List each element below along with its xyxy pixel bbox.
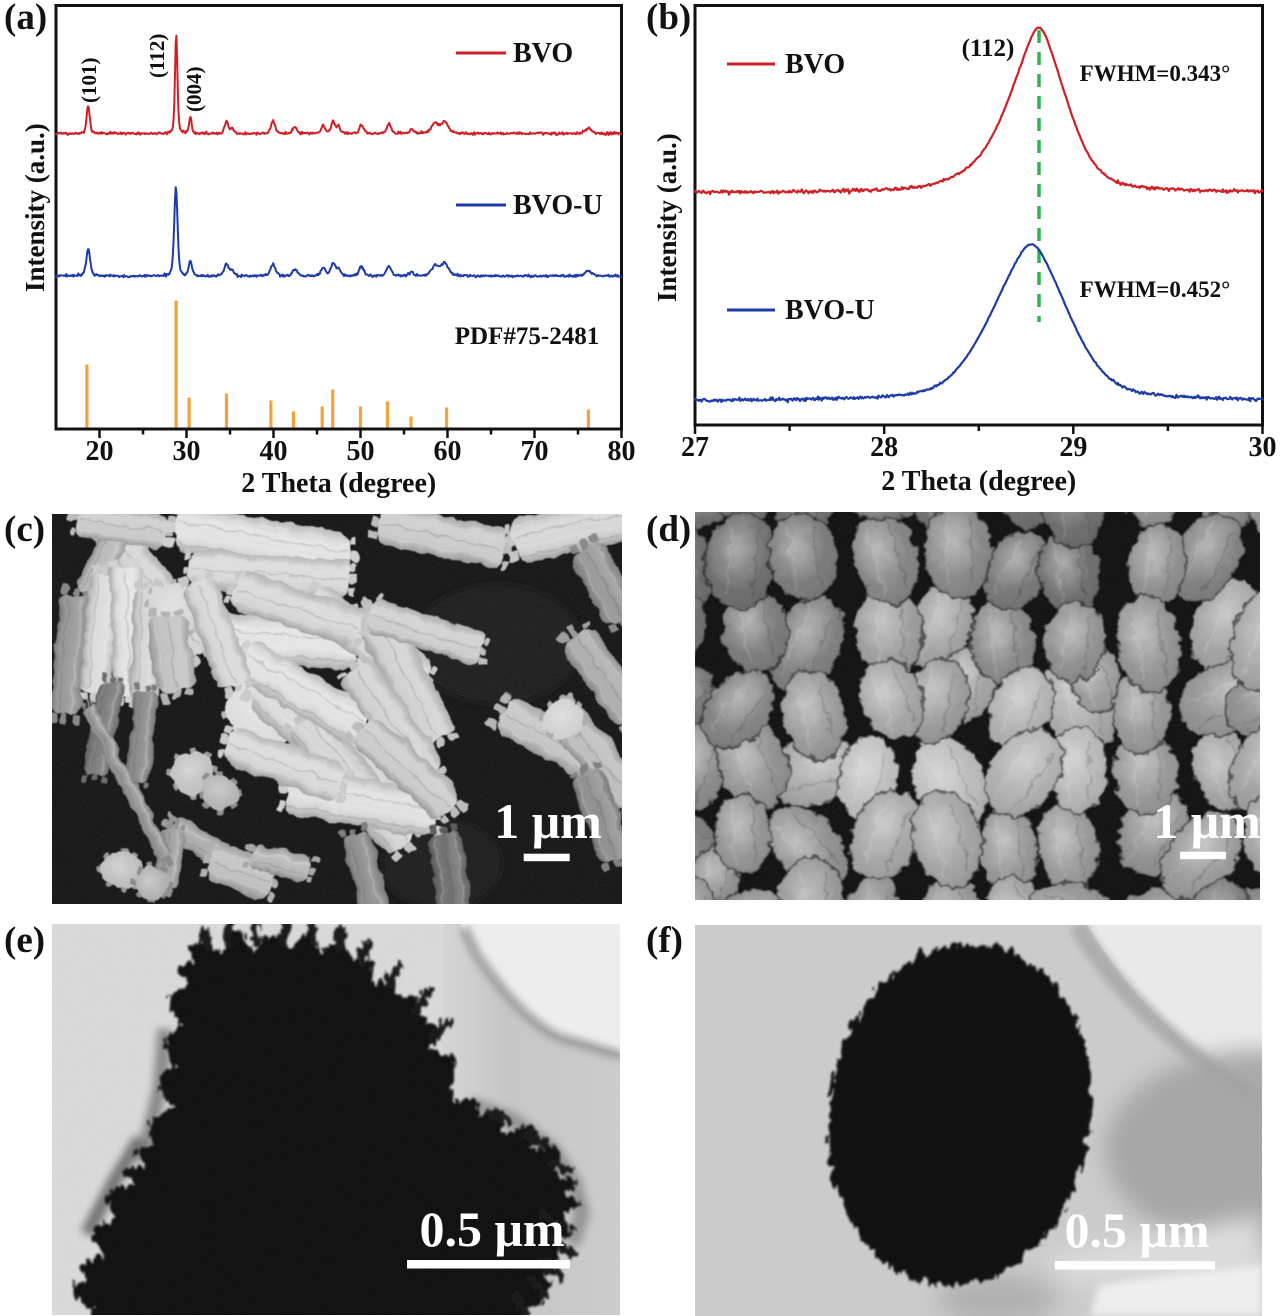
svg-text:70: 70 <box>521 436 549 467</box>
svg-text:BVO-U: BVO-U <box>513 190 603 221</box>
svg-text:(a): (a) <box>4 0 47 38</box>
svg-text:BVO-U: BVO-U <box>785 295 875 326</box>
svg-text:(112): (112) <box>962 35 1015 62</box>
svg-text:20: 20 <box>86 436 114 467</box>
svg-text:BVO: BVO <box>785 49 845 80</box>
svg-text:2 Theta (degree): 2 Theta (degree) <box>881 466 1076 497</box>
svg-text:40: 40 <box>260 436 288 467</box>
svg-text:(e): (e) <box>4 920 45 961</box>
svg-text:0.5 μm: 0.5 μm <box>420 1201 565 1257</box>
svg-text:PDF#75-2481: PDF#75-2481 <box>455 323 599 350</box>
svg-text:50: 50 <box>347 436 375 467</box>
svg-text:(004): (004) <box>182 67 206 113</box>
svg-text:(d): (d) <box>646 509 691 550</box>
svg-text:FWHM=0.343°: FWHM=0.343° <box>1080 61 1231 86</box>
svg-text:1 μm: 1 μm <box>1153 793 1261 849</box>
svg-text:Intensity (a.u.): Intensity (a.u.) <box>20 123 50 292</box>
svg-text:30: 30 <box>1249 432 1277 463</box>
svg-text:FWHM=0.452°: FWHM=0.452° <box>1080 277 1231 302</box>
svg-text:(112): (112) <box>145 34 169 78</box>
svg-text:30: 30 <box>173 436 201 467</box>
svg-text:(f): (f) <box>646 920 683 961</box>
svg-text:27: 27 <box>681 432 709 463</box>
svg-text:60: 60 <box>434 436 462 467</box>
svg-text:29: 29 <box>1059 432 1087 463</box>
svg-text:28: 28 <box>870 432 898 463</box>
svg-text:80: 80 <box>608 436 636 467</box>
svg-text:(c): (c) <box>4 509 45 550</box>
svg-text:Intensity (a.u.): Intensity (a.u.) <box>652 133 682 302</box>
svg-text:BVO: BVO <box>513 38 573 69</box>
svg-text:0.5 μm: 0.5 μm <box>1065 1202 1210 1258</box>
svg-text:1 μm: 1 μm <box>494 793 602 849</box>
svg-text:(b): (b) <box>646 0 691 38</box>
svg-text:(101): (101) <box>77 58 101 104</box>
svg-text:2 Theta (degree): 2 Theta (degree) <box>241 468 436 499</box>
